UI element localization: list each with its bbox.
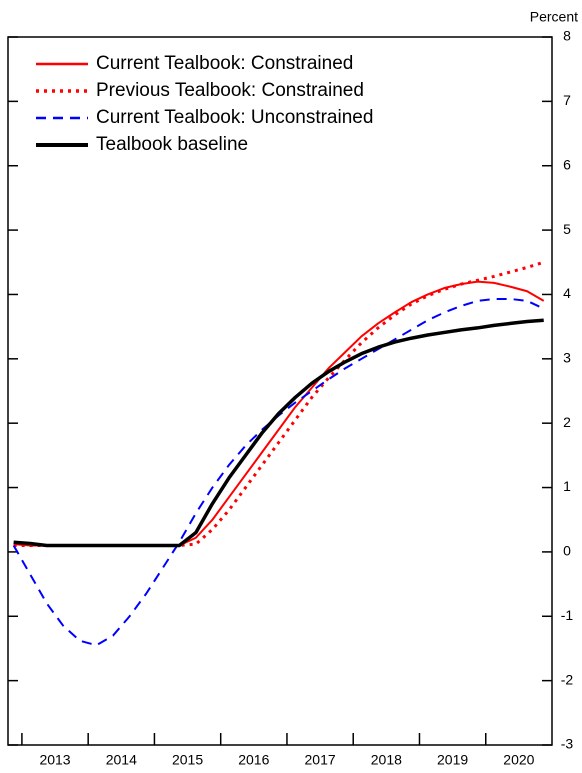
- legend-label: Current Tealbook: Unconstrained: [96, 107, 373, 128]
- y-tick-label: 7: [563, 92, 571, 108]
- x-tick-label: 2013: [39, 752, 70, 768]
- x-tick-label: 2014: [106, 752, 137, 768]
- x-tick-label: 2017: [305, 752, 336, 768]
- y-tick-label: 1: [563, 478, 571, 494]
- y-tick-label: 8: [563, 28, 571, 44]
- series-line: [13, 318, 544, 548]
- x-tick-label: 2016: [238, 752, 269, 768]
- y-tick-label: -3: [561, 736, 574, 752]
- plot-frame: [7, 36, 553, 746]
- y-axis-label: Percent: [530, 9, 578, 25]
- y-tick-label: 2: [563, 414, 571, 430]
- y-tick-label: 5: [563, 221, 571, 237]
- y-tick-label: 6: [563, 156, 571, 172]
- y-tick-label: 3: [563, 350, 571, 366]
- x-tick-label: 2018: [371, 752, 402, 768]
- y-tick-label: 4: [563, 285, 571, 301]
- y-tick-label: -2: [561, 671, 574, 687]
- series-line: [12, 297, 545, 647]
- legend-label: Previous Tealbook: Constrained: [96, 80, 364, 101]
- x-tick-label: 2015: [172, 752, 203, 768]
- y-tick-label: 0: [563, 543, 571, 559]
- y-tick-label: -1: [561, 607, 574, 623]
- legend-label: Current Tealbook: Constrained: [96, 53, 353, 74]
- legend-label: Tealbook baseline: [96, 134, 248, 155]
- x-tick-label: 2020: [503, 752, 534, 768]
- legend: Current Tealbook: Constrained Previous Te…: [36, 53, 373, 155]
- x-tick-label: 2019: [437, 752, 468, 768]
